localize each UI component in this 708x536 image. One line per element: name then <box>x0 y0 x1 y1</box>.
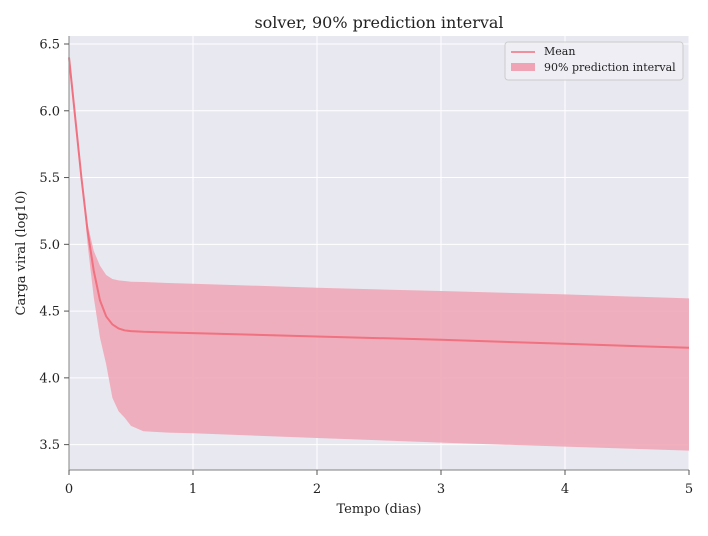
x-tick-label: 0 <box>65 482 73 497</box>
mean-line <box>68 57 690 349</box>
prediction-interval-band <box>69 57 689 451</box>
y-tick-label: 6.0 <box>39 104 60 119</box>
legend-interval-label: 90% prediction interval <box>544 61 676 74</box>
y-axis-label: Carga viral (log10) <box>14 191 29 316</box>
x-tick-label: 1 <box>189 482 197 497</box>
legend-mean-label: Mean <box>544 45 575 58</box>
y-tick-label: 5.0 <box>39 238 60 253</box>
x-axis-label: Tempo (dias) <box>336 502 421 517</box>
legend: Mean 90% prediction interval <box>504 41 684 81</box>
chart-title: solver, 90% prediction interval <box>254 13 503 32</box>
legend-interval-swatch <box>511 63 535 71</box>
legend-box <box>504 41 684 81</box>
x-ticks: 0 1 2 3 4 5 <box>65 470 693 497</box>
prediction-interval-layer <box>69 57 689 451</box>
x-tick-label: 4 <box>561 482 569 497</box>
y-tick-label: 6.5 <box>39 38 60 53</box>
y-ticks: 3.5 4.0 4.5 5.0 5.5 6.0 6.5 <box>39 38 69 453</box>
y-tick-label: 5.5 <box>39 171 60 186</box>
x-tick-label: 5 <box>685 482 693 497</box>
y-tick-label: 4.0 <box>39 371 60 386</box>
x-tick-label: 2 <box>313 482 321 497</box>
mean-line-layer <box>68 57 690 349</box>
y-tick-label: 4.5 <box>39 305 60 320</box>
x-tick-label: 3 <box>437 482 445 497</box>
axes <box>68 36 689 471</box>
y-tick-label: 3.5 <box>39 438 60 453</box>
